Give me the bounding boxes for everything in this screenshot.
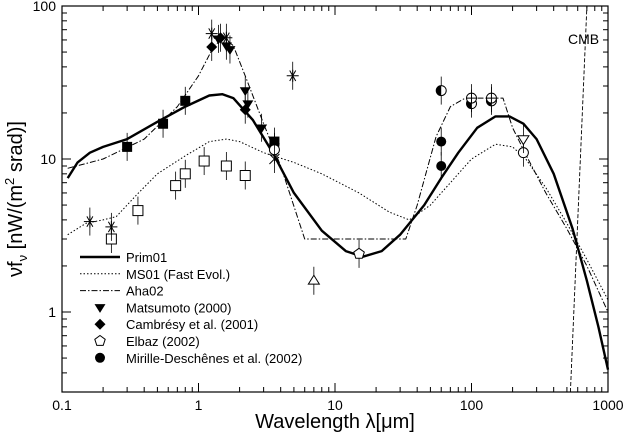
- y-tick-label: 10: [40, 151, 56, 167]
- data-point-square-open: [198, 155, 210, 167]
- legend-marker-cambr-sy-et-al-2001: [94, 318, 106, 330]
- data-point-square-open: [132, 205, 144, 217]
- y-axis-units-sup: 2: [2, 178, 17, 185]
- data-point-x-cross-b: [269, 153, 280, 165]
- x-axis-title: Wavelength λ[μm]: [255, 411, 415, 433]
- x-tick-label: 1000: [592, 397, 623, 413]
- legend-marker-mirille-desch-nes-et-al-2002: [95, 352, 105, 363]
- data-point-square-open: [179, 168, 191, 180]
- legend-label: Aha02: [126, 284, 164, 299]
- data-point-cambr-sy-et-al-2001: [239, 104, 251, 116]
- data-point-mirille-desch-nes-et-al-2002: [436, 161, 447, 172]
- data-point-square-open: [170, 180, 182, 192]
- x-tick-label: 100: [460, 397, 484, 413]
- y-tick-label: 1: [48, 304, 56, 320]
- data-point-square-filled: [180, 95, 191, 106]
- legend-label: Elbaz (2002): [126, 334, 200, 349]
- y-axis-sub: ν: [15, 255, 30, 262]
- svg-text:νfν [nW/(m2 srad)]: νfν [nW/(m2 srad)]: [2, 121, 30, 277]
- data-point-matsumoto-2000: [239, 87, 251, 97]
- data-point-square-open: [239, 170, 251, 182]
- legend-label: Matsumoto (2000): [126, 300, 232, 315]
- series-line-cmb: [569, 5, 588, 393]
- legend-label: MS01 (Fast Evol.): [126, 267, 230, 282]
- y-axis-main: νf: [5, 261, 27, 277]
- data-point-square-open: [220, 160, 232, 172]
- data-point-elbaz-2002: [353, 247, 365, 259]
- legend-label: Prim01: [126, 250, 167, 265]
- data-point-square-filled: [122, 141, 133, 152]
- series-line-aha02: [67, 37, 609, 313]
- data-point-square-filled: [158, 118, 169, 129]
- data-point-matsumoto-2000: [256, 124, 268, 134]
- data-point-mirille-desch-nes-et-al-2002: [436, 136, 447, 147]
- x-tick-label: 10: [327, 397, 343, 413]
- data-point-tri-down-open: [516, 135, 530, 146]
- legend-marker-matsumoto-2000: [94, 304, 106, 313]
- cmb-label: CMB: [568, 31, 599, 47]
- legend-label: Cambrésy et al. (2001): [126, 317, 258, 332]
- y-axis-title: νfν [nW/(m2 srad)]: [2, 121, 30, 277]
- legend-label: Mirille-Deschênes et al. (2002): [126, 351, 302, 366]
- data-point-matsumoto-2000: [224, 46, 236, 55]
- y-axis-units-pre: [nW/(m: [5, 185, 27, 255]
- y-axis-units-post: srad)]: [5, 121, 27, 178]
- y-tick-label: 100: [33, 0, 57, 14]
- axis-ticks: 0.1 1 10 100 1000 1 10 100: [33, 0, 624, 413]
- data-points: [83, 19, 530, 295]
- data-point-tri-up-open: [307, 274, 321, 285]
- legend-marker-elbaz-2002: [94, 334, 106, 346]
- x-tick-label: 1: [195, 397, 203, 413]
- x-tick-label: 0.1: [52, 397, 72, 413]
- data-point-circle-half-fill: [436, 85, 442, 96]
